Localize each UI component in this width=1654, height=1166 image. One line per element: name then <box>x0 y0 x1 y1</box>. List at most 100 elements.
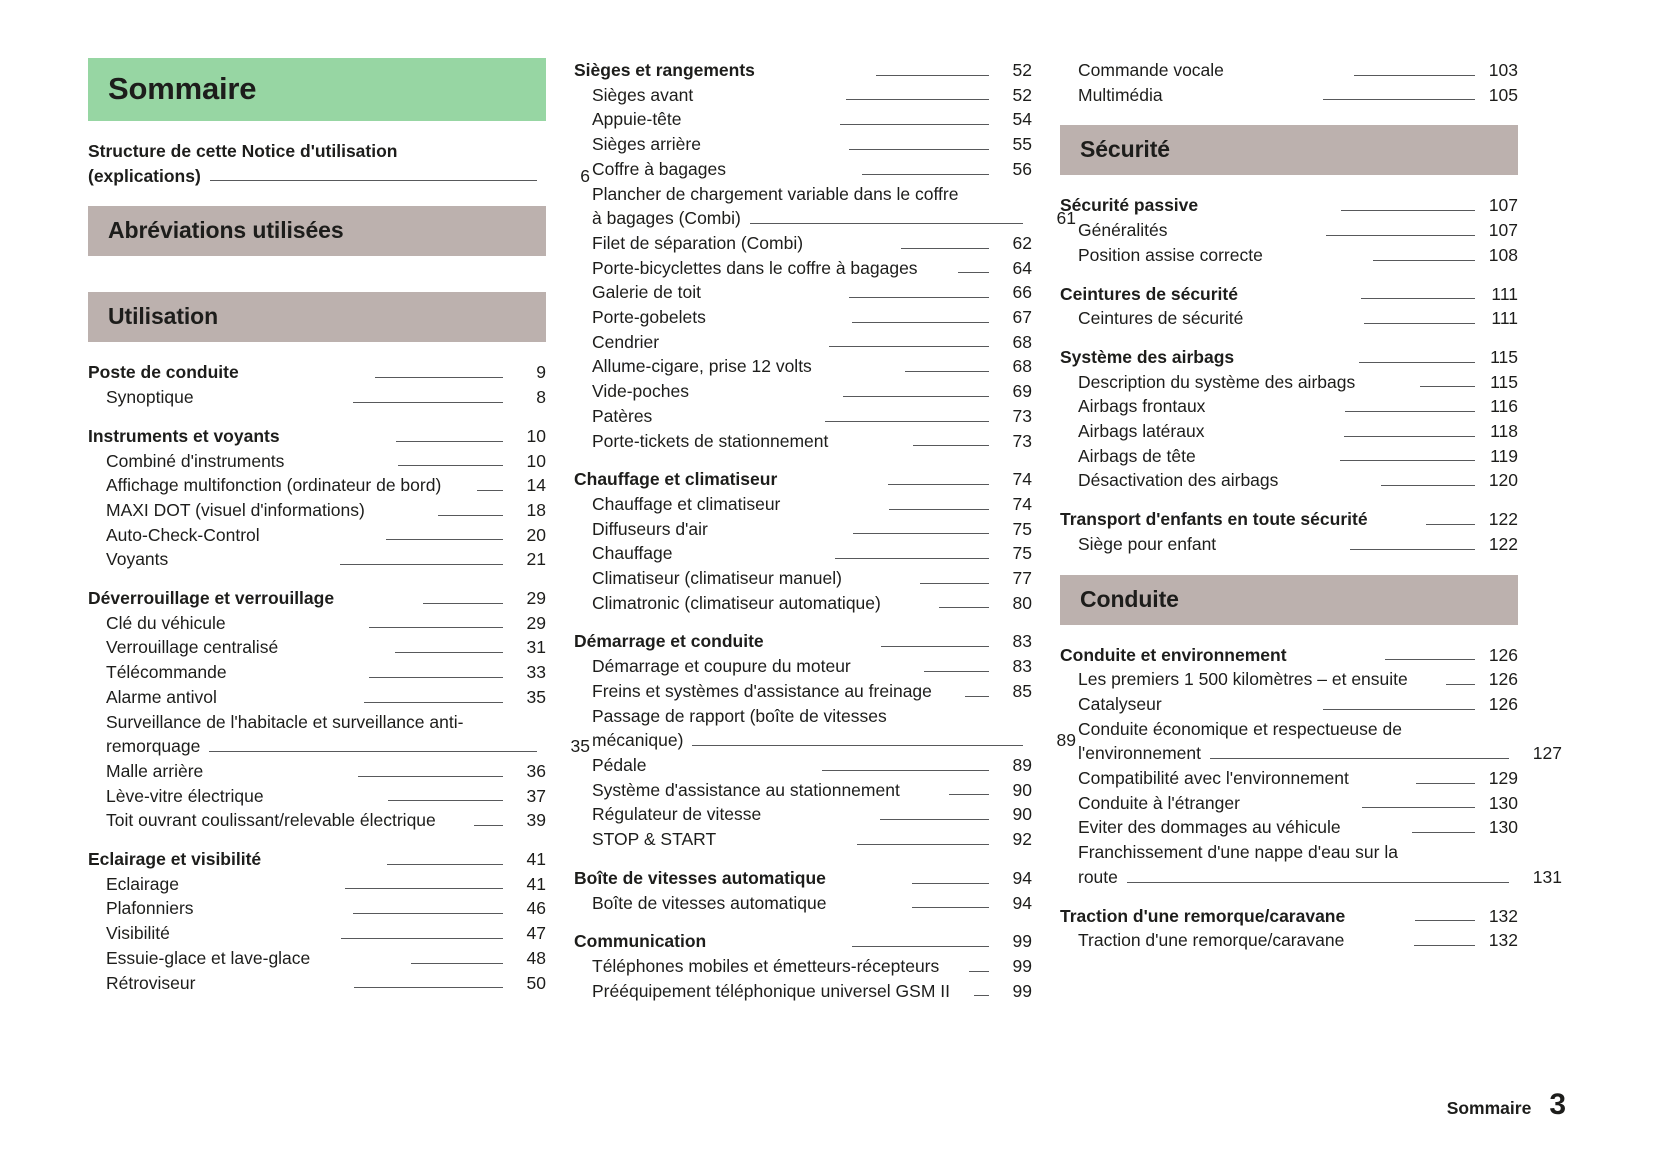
toc-entry[interactable]: Prééquipement téléphonique universel GSM… <box>574 979 1032 1004</box>
toc-entry[interactable]: Filet de séparation (Combi) 62 <box>574 231 1032 256</box>
banner-spacer <box>1060 175 1518 193</box>
toc-entry-page-number: 8 <box>536 387 547 408</box>
toc-entry[interactable]: Eclairage et visibilité 41 <box>88 847 546 872</box>
toc-entry[interactable]: Visibilité 47 <box>88 921 546 946</box>
toc-entry[interactable]: Plancher de chargement variable dans le … <box>574 182 1076 231</box>
toc-entry[interactable]: Pédale 89 <box>574 753 1032 778</box>
toc-entry[interactable]: Généralités 107 <box>1060 218 1518 243</box>
toc-entry[interactable]: Sièges et rangements 52 <box>574 58 1032 83</box>
toc-entry[interactable]: Sièges avant 52 <box>574 83 1032 108</box>
toc-entry[interactable]: Boîte de vitesses automatique 94 <box>574 891 1032 916</box>
toc-entry[interactable]: Conduite économique et respectueuse de l'… <box>1060 717 1562 766</box>
toc-entry[interactable]: Affichage multifonction (ordinateur de b… <box>88 473 546 498</box>
toc-entry[interactable]: Climatiseur (climatiseur manuel) 77 <box>574 566 1032 591</box>
toc-entry[interactable]: Siège pour enfant 122 <box>1060 532 1518 557</box>
toc-entry[interactable]: Coffre à bagages 56 <box>574 157 1032 182</box>
toc-entry[interactable]: Catalyseur 126 <box>1060 692 1518 717</box>
toc-entry[interactable]: Airbags latéraux 118 <box>1060 419 1518 444</box>
toc-entry[interactable]: Surveillance de l'habitacle et surveilla… <box>88 710 590 759</box>
toc-entry[interactable]: Ceintures de sécurité 111 <box>1060 282 1518 307</box>
toc-entry[interactable]: Diffuseurs d'air 75 <box>574 517 1032 542</box>
toc-entry[interactable]: Malle arrière 36 <box>88 759 546 784</box>
toc-entry[interactable]: Les premiers 1 500 kilomètres – et ensui… <box>1060 667 1518 692</box>
toc-entry-page-number: 10 <box>526 425 547 446</box>
toc-entry-page-number: 47 <box>526 923 546 944</box>
toc-entry[interactable]: Combiné d'instruments 10 <box>88 449 546 474</box>
toc-entry[interactable]: Synoptique 8 <box>88 385 546 410</box>
toc-entry[interactable]: Plafonniers 46 <box>88 896 546 921</box>
toc-entry[interactable]: Vide-poches 69 <box>574 379 1032 404</box>
toc-entry[interactable]: Freins et systèmes d'assistance au frein… <box>574 679 1032 704</box>
toc-entry[interactable]: Transport d'enfants en toute sécurité 122 <box>1060 507 1518 532</box>
toc-entry[interactable]: Porte-bicyclettes dans le coffre à bagag… <box>574 256 1032 281</box>
section-banner-conduite: Conduite <box>1060 574 1518 625</box>
toc-entry[interactable]: Eviter des dommages au véhicule 130 <box>1060 815 1518 840</box>
dot-leader <box>1126 881 1509 883</box>
toc-entry[interactable]: Compatibilité avec l'environnement 129 <box>1060 766 1518 791</box>
toc-entry[interactable]: Porte-tickets de stationnement 73 <box>574 429 1032 454</box>
toc-entry[interactable]: Système des airbags 115 <box>1060 345 1518 370</box>
toc-entry[interactable]: Rétroviseur 50 <box>88 971 546 996</box>
toc-entry[interactable]: Démarrage et conduite 83 <box>574 629 1032 654</box>
toc-entry[interactable]: Instruments et voyants 10 <box>88 424 546 449</box>
toc-entry[interactable]: Airbags de tête 119 <box>1060 444 1518 469</box>
toc-entry[interactable]: Verrouillage centralisé 31 <box>88 635 546 660</box>
toc-entry[interactable]: Lève-vitre électrique 37 <box>88 784 546 809</box>
toc-entry[interactable]: Allume-cigare, prise 12 volts 68 <box>574 354 1032 379</box>
toc-entry-label: Chauffage et climatiseur <box>574 469 778 490</box>
toc-entry[interactable]: Airbags frontaux 116 <box>1060 394 1518 419</box>
toc-entry[interactable]: Auto-Check-Control 20 <box>88 523 546 548</box>
toc-entry[interactable]: Traction d'une remorque/caravane 132 <box>1060 928 1518 953</box>
toc-entry[interactable]: Déverrouillage et verrouillage 29 <box>88 586 546 611</box>
toc-entry[interactable]: Porte-gobelets 67 <box>574 305 1032 330</box>
toc-entry[interactable]: Démarrage et coupure du moteur 83 <box>574 654 1032 679</box>
toc-entry[interactable]: Eclairage 41 <box>88 872 546 897</box>
toc-entry-page-number: 10 <box>526 450 547 471</box>
toc-entry[interactable]: Position assise correcte 108 <box>1060 243 1518 268</box>
toc-entry[interactable]: Galerie de toit 66 <box>574 280 1032 305</box>
toc-entry-label: Clé du véhicule <box>106 612 226 633</box>
toc-entry[interactable]: Chauffage 75 <box>574 541 1032 566</box>
toc-entry[interactable]: Multimédia 105 <box>1060 83 1518 108</box>
toc-entry[interactable]: Sécurité passive 107 <box>1060 193 1518 218</box>
toc-entry[interactable]: Poste de conduite 9 <box>88 360 546 385</box>
dot-leader <box>1385 659 1476 661</box>
toc-entry[interactable]: Boîte de vitesses automatique 94 <box>574 866 1032 891</box>
toc-entry[interactable]: Ceintures de sécurité 111 <box>1060 306 1518 331</box>
toc-entry[interactable]: Chauffage et climatiseur 74 <box>574 467 1032 492</box>
toc-entry-page-number: 116 <box>1490 396 1518 417</box>
toc-entry-page-number: 52 <box>1012 60 1032 80</box>
dot-leader <box>904 371 989 373</box>
toc-entry[interactable]: Système d'assistance au stationnement 90 <box>574 778 1032 803</box>
toc-entry[interactable]: Patères 73 <box>574 404 1032 429</box>
toc-entry[interactable]: Franchissement d'une nappe d'eau sur la r… <box>1060 840 1562 889</box>
toc-entry[interactable]: Télécommande 33 <box>88 660 546 685</box>
toc-entry[interactable]: Structure de cette Notice d'utilisation (… <box>88 139 590 188</box>
toc-entry[interactable]: Conduite à l'étranger 130 <box>1060 791 1518 816</box>
toc-entry[interactable]: Désactivation des airbags 120 <box>1060 468 1518 493</box>
toc-entry[interactable]: Conduite et environnement 126 <box>1060 643 1518 668</box>
toc-entry[interactable]: Traction d'une remorque/caravane 132 <box>1060 904 1518 929</box>
toc-entry[interactable]: Essuie-glace et lave-glace 48 <box>88 946 546 971</box>
toc-entry[interactable]: Sièges arrière 55 <box>574 132 1032 157</box>
dot-leader <box>852 945 990 947</box>
toc-entry[interactable]: Communication 99 <box>574 929 1032 954</box>
toc-entry[interactable]: MAXI DOT (visuel d'informations) 18 <box>88 498 546 523</box>
toc-entry[interactable]: Climatronic (climatiseur automatique) 80 <box>574 591 1032 616</box>
toc-entry[interactable]: Chauffage et climatiseur 74 <box>574 492 1032 517</box>
toc-entry[interactable]: Cendrier 68 <box>574 330 1032 355</box>
toc-entry[interactable]: Passage de rapport (boîte de vitesses méc… <box>574 704 1076 753</box>
toc-entry[interactable]: Clé du véhicule 29 <box>88 611 546 636</box>
toc-entry[interactable]: Voyants 21 <box>88 547 546 572</box>
toc-entry[interactable]: Appuie-tête 54 <box>574 107 1032 132</box>
toc-entry[interactable]: Régulateur de vitesse 90 <box>574 802 1032 827</box>
toc-entry[interactable]: Description du système des airbags 115 <box>1060 370 1518 395</box>
toc-entry[interactable]: Toit ouvrant coulissant/relevable électr… <box>88 808 546 833</box>
toc-entry-label: Cendrier <box>592 331 660 352</box>
toc-entry[interactable]: Commande vocale 103 <box>1060 58 1518 83</box>
toc-entry-page-number: 74 <box>1012 469 1032 490</box>
dot-leader <box>1325 234 1475 236</box>
toc-entry[interactable]: Alarme antivol 35 <box>88 685 546 710</box>
toc-entry[interactable]: Téléphones mobiles et émetteurs-récepteu… <box>574 954 1032 979</box>
toc-entry[interactable]: STOP & START 92 <box>574 827 1032 852</box>
